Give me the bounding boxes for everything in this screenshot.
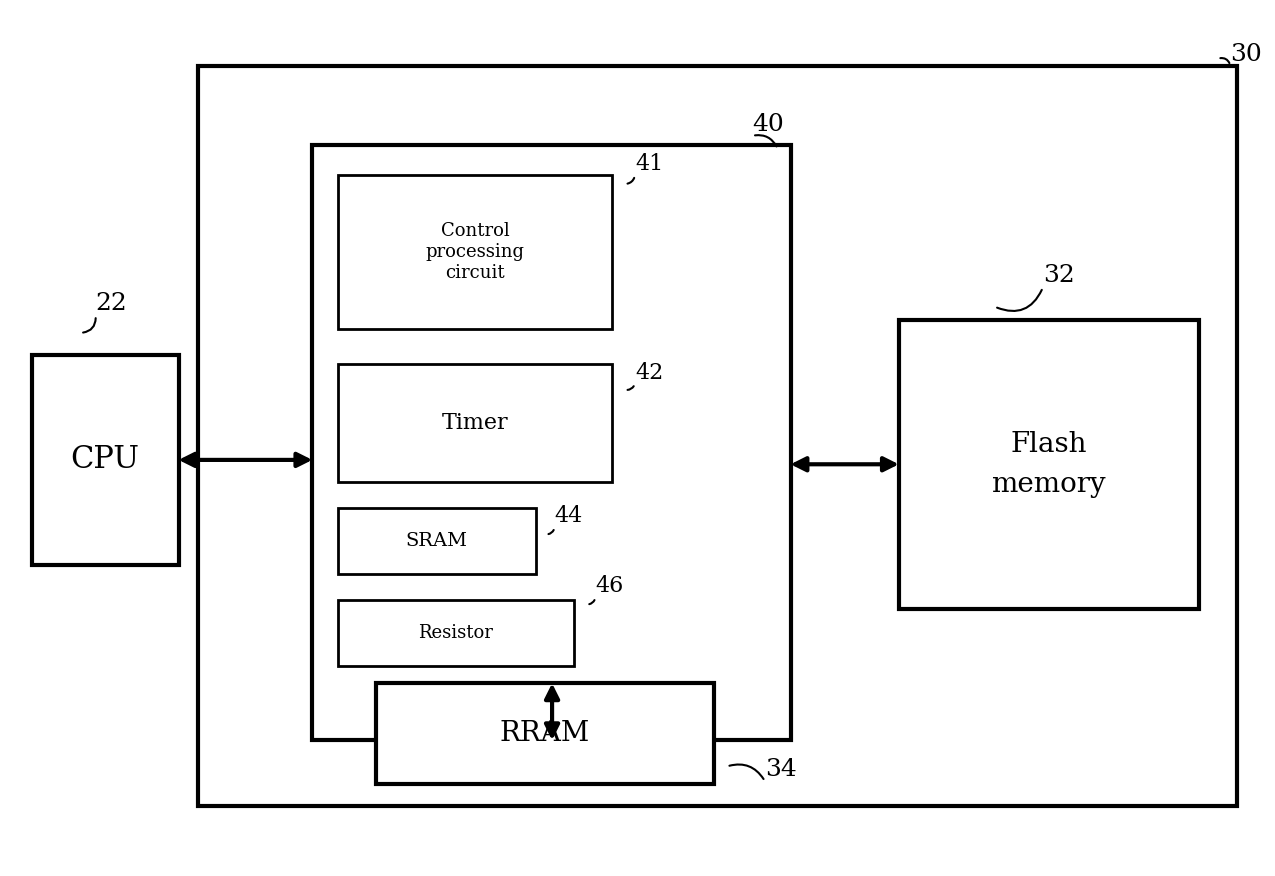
Text: 46: 46 [595, 576, 623, 597]
Bar [338, 508, 536, 574]
Text: Timer: Timer [441, 412, 509, 434]
Bar [338, 175, 612, 328]
Text: Control
processing
circuit: Control processing circuit [426, 222, 524, 282]
Text: 40: 40 [752, 113, 784, 136]
Text: 44: 44 [555, 505, 583, 527]
Bar [32, 355, 179, 565]
Bar [198, 66, 1237, 806]
Text: 30: 30 [1230, 43, 1262, 66]
Text: 32: 32 [1043, 265, 1075, 287]
Text: 22: 22 [96, 293, 128, 315]
Bar [899, 320, 1198, 609]
Text: RRAM: RRAM [500, 720, 590, 747]
Text: CPU: CPU [70, 444, 140, 476]
Text: Resistor: Resistor [418, 624, 493, 642]
Text: 41: 41 [635, 153, 663, 175]
Bar [312, 145, 790, 740]
Bar [338, 600, 574, 666]
Bar [376, 683, 714, 784]
Text: SRAM: SRAM [405, 532, 468, 550]
Bar [338, 364, 612, 482]
Text: 34: 34 [765, 759, 797, 781]
Text: Flash
memory: Flash memory [992, 431, 1105, 498]
Text: 42: 42 [635, 362, 663, 384]
